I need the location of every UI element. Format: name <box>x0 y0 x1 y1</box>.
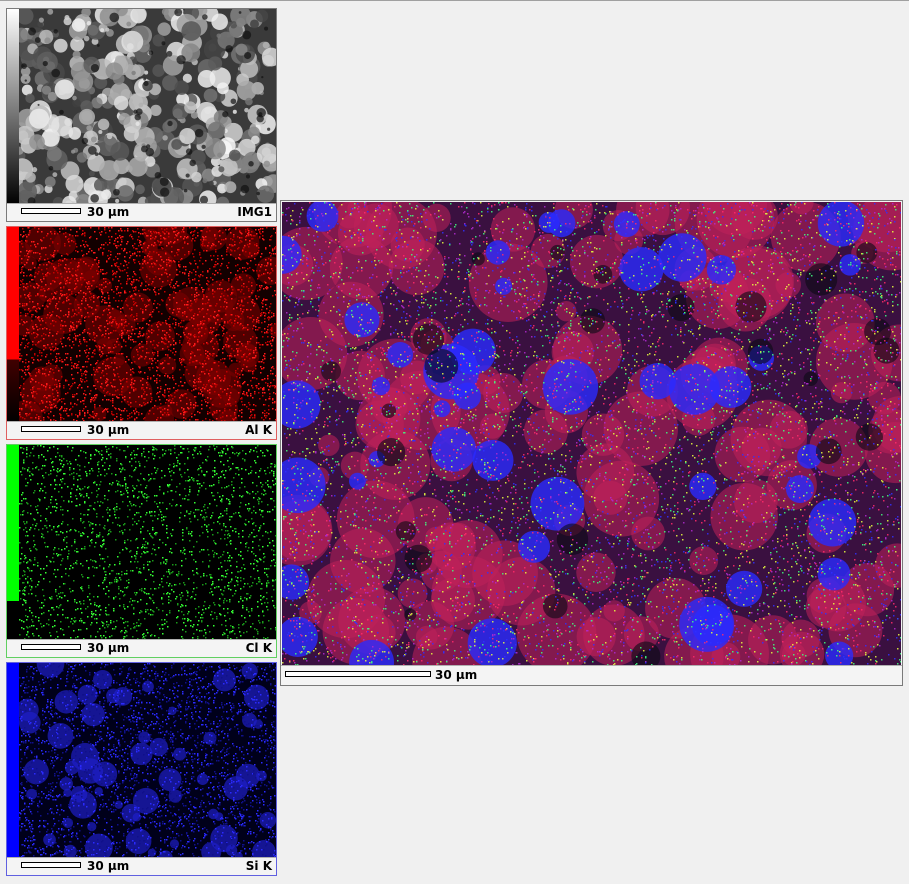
scale-bar <box>21 644 81 650</box>
intensity-bar-img1 <box>7 9 19 204</box>
scale-bar <box>21 862 81 868</box>
panel-img1[interactable]: 30 µm IMG1 <box>6 8 277 222</box>
panel-footer-img1: 30 µm IMG1 <box>7 203 276 221</box>
panel-al-k[interactable]: 30 µm Al K <box>6 226 277 440</box>
scale-label: 30 µm <box>87 423 130 437</box>
element-label: Cl K <box>245 641 272 655</box>
element-label: Al K <box>245 423 272 437</box>
panel-footer-overlay: 30 µm <box>281 665 902 685</box>
cl-k-map[interactable] <box>19 445 276 640</box>
panel-overlay-map[interactable]: 30 µm <box>280 200 903 686</box>
al-k-map[interactable] <box>19 227 276 422</box>
intensity-bar-al <box>7 227 19 422</box>
scale-bar <box>21 426 81 432</box>
scale-label: 30 µm <box>87 641 130 655</box>
panel-footer-cl: 30 µm Cl K <box>7 639 276 657</box>
intensity-bar-cl <box>7 445 19 640</box>
intensity-bar-si <box>7 663 19 858</box>
element-label: IMG1 <box>237 205 272 219</box>
panel-cl-k[interactable]: 30 µm Cl K <box>6 444 277 658</box>
panel-si-k[interactable]: 30 µm Si K <box>6 662 277 876</box>
scale-bar <box>21 208 81 214</box>
panel-footer-si: 30 µm Si K <box>7 857 276 875</box>
scale-label: 30 µm <box>435 668 478 682</box>
scale-bar <box>285 671 431 677</box>
element-label: Si K <box>245 859 272 873</box>
scale-label: 30 µm <box>87 205 130 219</box>
si-k-map[interactable] <box>19 663 276 858</box>
scale-label: 30 µm <box>87 859 130 873</box>
sem-image[interactable] <box>19 9 276 204</box>
panel-footer-al: 30 µm Al K <box>7 421 276 439</box>
overlay-map-image[interactable] <box>282 202 901 666</box>
